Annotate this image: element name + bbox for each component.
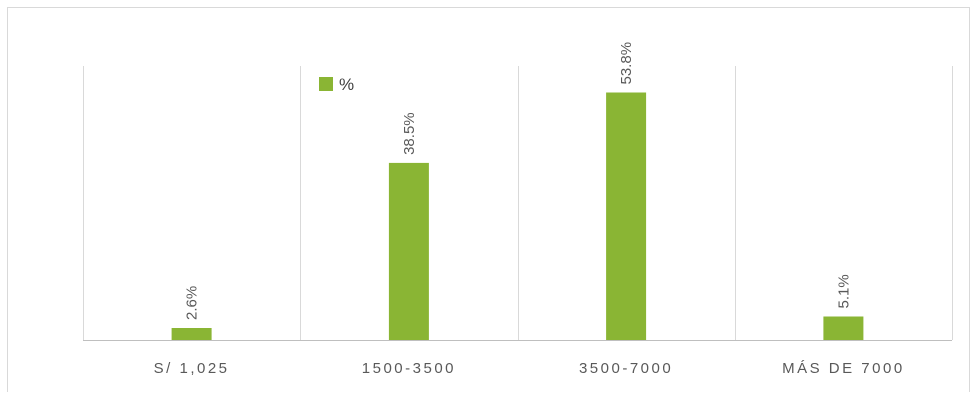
legend-swatch: [319, 77, 333, 91]
x-tick-label-1: S/ 1,025: [154, 360, 230, 377]
grid-layer: [83, 66, 953, 341]
legend-label: %: [339, 75, 354, 94]
x-tick-label-2: 1500-3500: [362, 360, 456, 377]
x-tick-layer: S/ 1,025 1500-3500 3500-7000 MÁS DE 7000: [154, 360, 905, 377]
data-label-4: 5.1%: [835, 274, 852, 308]
data-label-2: 38.5%: [401, 112, 418, 155]
bar-4: [823, 316, 864, 340]
bar-layer: [171, 92, 864, 340]
data-label-layer: 2.6% 38.5% 53.8% 5.1%: [184, 42, 853, 320]
bar-3: [606, 92, 647, 340]
bar-2: [388, 162, 429, 340]
x-tick-label-4: MÁS DE 7000: [782, 360, 905, 377]
bar-1: [171, 328, 212, 340]
legend: %: [319, 75, 354, 94]
chart-frame: [7, 7, 970, 392]
x-tick-label-3: 3500-7000: [579, 360, 673, 377]
data-label-1: 2.6%: [184, 286, 201, 320]
data-label-3: 53.8%: [618, 42, 635, 85]
